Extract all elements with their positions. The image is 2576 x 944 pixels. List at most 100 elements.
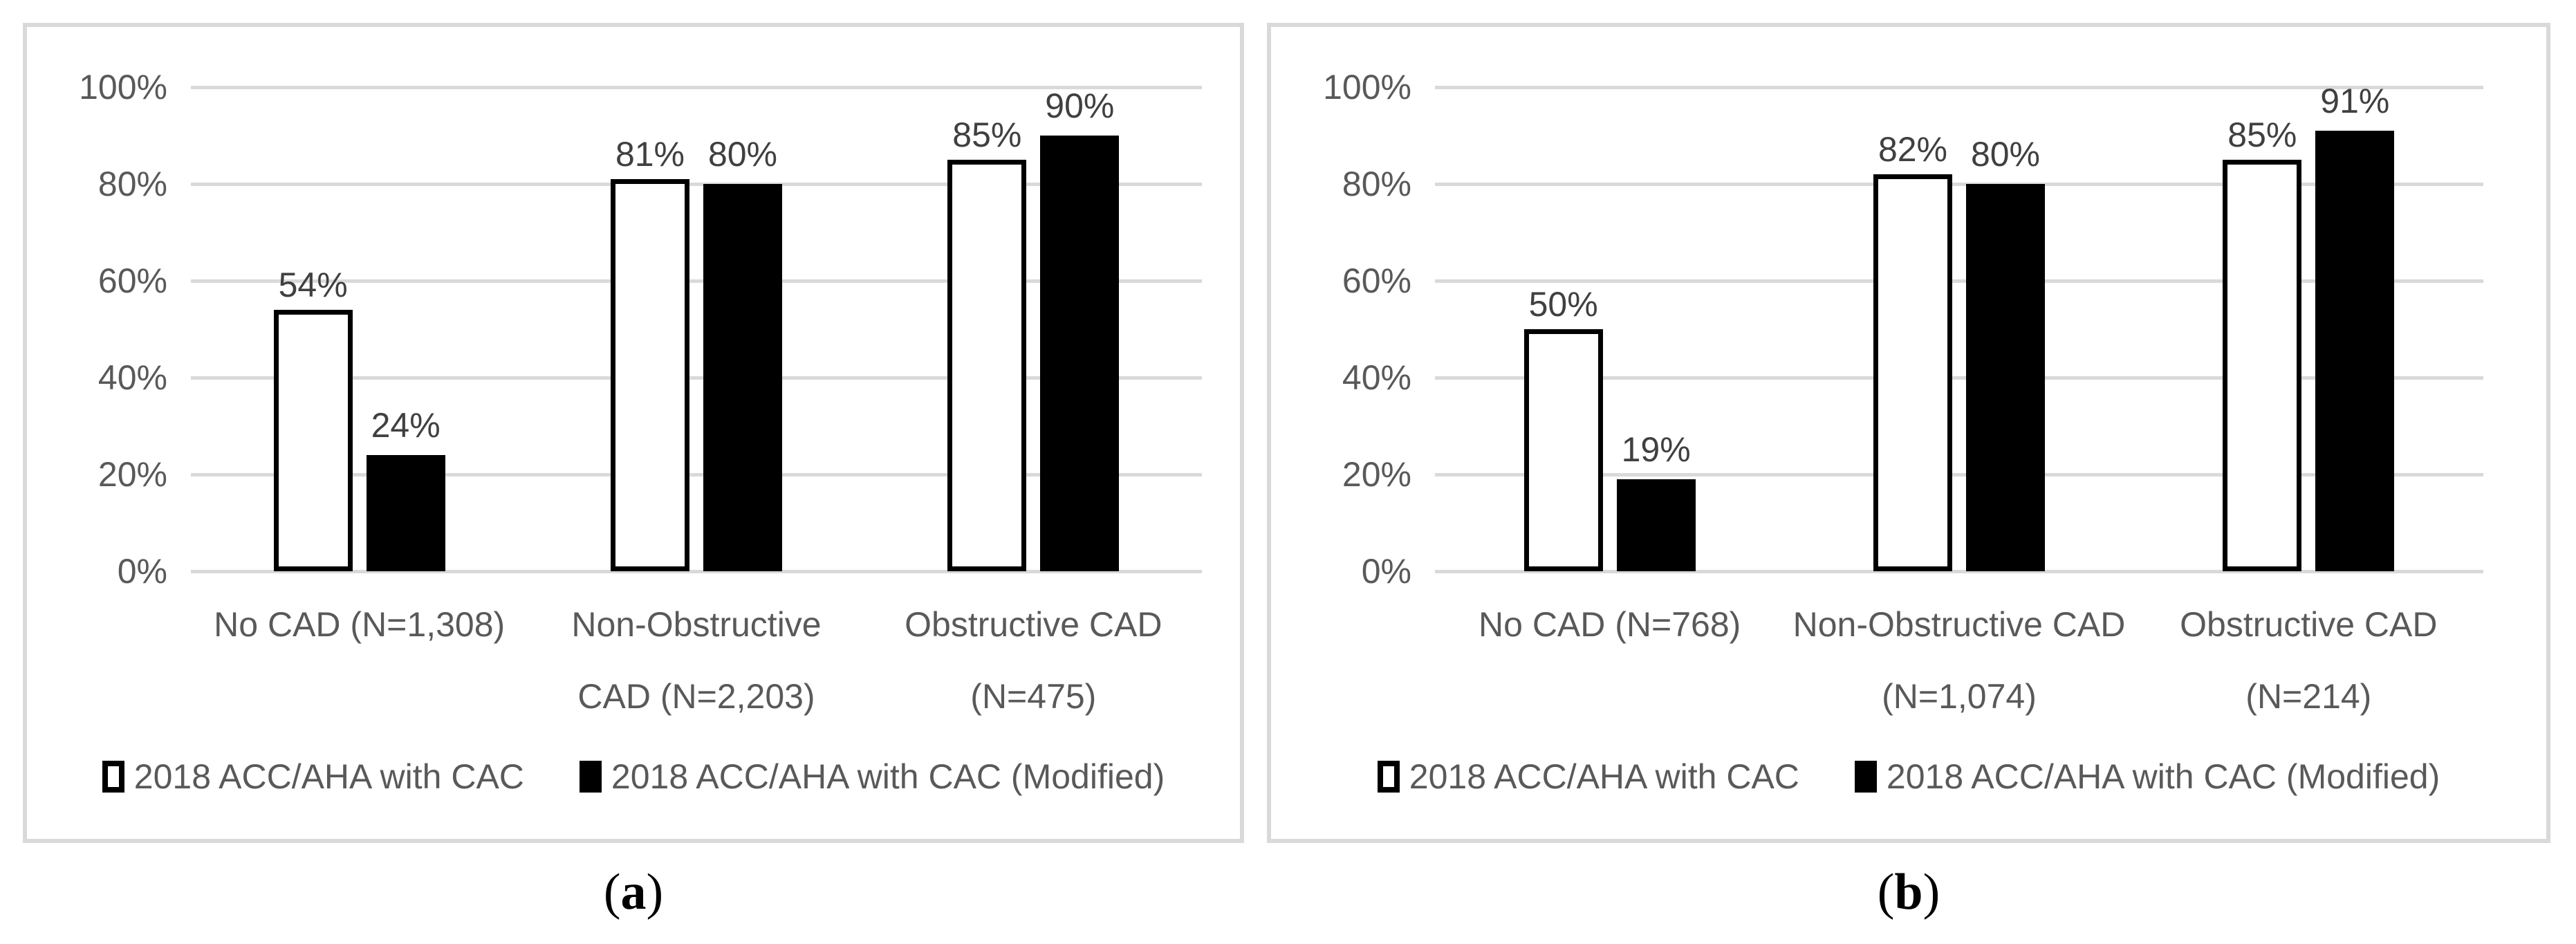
plot-area-a: 54% 24% 81% 80% 85% 90% [191,86,1202,573]
category-label-line: Obstructive CAD [2180,605,2438,644]
bar-data-label: 54% [278,266,348,304]
category-label-line: (N=214) [2245,677,2372,716]
y-axis-tick-label: 20% [1342,455,1411,494]
caption-b: (b) [1267,858,2550,934]
bar: 24% [366,406,445,571]
category-label-line: No CAD (N=768) [1479,605,1741,644]
legend-label: 2018 ACC/AHA with CAC [1409,757,1799,796]
legend-swatch-icon [1854,761,1877,793]
legend-label: 2018 ACC/AHA with CAC (Modified) [611,757,1165,796]
bar: 91% [2315,82,2395,571]
category-label: Obstructive CAD (N=475) [865,589,1202,732]
chart-panel-b: 50% 19% 82% 80% 85% 91% No CAD (N=768) Non-Obs… [1267,23,2550,843]
gridline [1435,376,2483,380]
legend-b: 2018 ACC/AHA with CAC 2018 ACC/AHA with C… [1271,757,2546,797]
bar: 54% [273,266,353,571]
caption-b-close-paren: ) [1922,864,1940,920]
bar-data-label: 90% [1045,86,1115,125]
category-label: Obstructive CAD (N=214) [2134,589,2483,732]
bar-slots: 54% 24% 81% 80% 85% 90% [191,86,1202,571]
category-label: No CAD (N=768) [1435,589,1784,732]
bar: 19% [1616,430,1696,571]
gridline [1435,86,2483,89]
category-label: Non-Obstructive CAD (N=1,074) [1784,589,2133,732]
bar: 85% [2223,115,2302,571]
bar: 80% [703,135,782,571]
bar-data-label: 81% [615,135,685,174]
legend-label: 2018 ACC/AHA with CAC (Modified) [1886,757,2440,796]
y-axis-tick-label: 100% [1323,68,1411,107]
category-label: No CAD (N=1,308) [191,589,528,732]
bar: 90% [1040,86,1120,571]
chart-panel-a: 54% 24% 81% 80% 85% 90% No CAD (N=1,308) Non-O… [23,23,1244,843]
gridline [191,376,1202,380]
category-axis-b: No CAD (N=768) Non-Obstructive CAD (N=1,07… [1435,589,2483,732]
legend-label: 2018 ACC/AHA with CAC [133,757,524,796]
legend-entry: 2018 ACC/AHA with CAC (Modified) [579,757,1165,797]
legend-entry: 2018 ACC/AHA with CAC [1377,757,1799,797]
bar-data-label: 85% [952,115,1022,154]
caption-a-open-paren: ( [603,864,621,920]
bar-data-label: 82% [1878,130,1948,169]
category-label-line: Non-Obstructive [571,605,822,644]
y-axis-tick-label: 80% [1342,165,1411,203]
category-label-line: Non-Obstructive CAD [1792,605,2126,644]
bar-data-label: 85% [2227,115,2297,154]
caption-a-letter: a [620,864,647,920]
bar-data-label: 80% [707,135,778,174]
bar-group: 50% 19% [1435,87,1784,571]
y-axis-tick-label: 100% [79,68,167,107]
gridline [1435,473,2483,476]
y-axis-tick-label: 0% [1361,552,1411,591]
caption-a-close-paren: ) [646,864,664,920]
bar-data-label: 50% [1528,285,1598,324]
category-label-line: Obstructive CAD [905,605,1162,644]
category-label-line: (N=475) [970,677,1097,716]
gridline [1435,570,2483,573]
y-axis-tick-label: 40% [1342,358,1411,397]
y-axis-tick-label: 40% [98,358,167,397]
gridline [191,473,1202,476]
bar: 81% [610,135,689,571]
y-axis-tick-label: 80% [98,165,167,203]
bar-group: 85% 91% [2134,82,2483,571]
gridline [191,183,1202,186]
category-axis-a: No CAD (N=1,308) Non-Obstructive CAD (N=2,… [191,589,1202,732]
y-axis-tick-label: 0% [117,552,167,591]
plot-area-b: 50% 19% 82% 80% 85% 91% [1435,82,2483,573]
gridline [191,279,1202,283]
category-label-line: No CAD (N=1,308) [214,605,506,644]
bar-group: 82% 80% [1784,87,2133,571]
gridline [1435,183,2483,186]
bar: 85% [947,115,1027,571]
category-label-line: (N=1,074) [1882,677,2037,716]
gridline [1435,279,2483,283]
bar-data-label: 80% [1970,135,2041,174]
bar-data-label: 24% [371,406,441,445]
legend-entry: 2018 ACC/AHA with CAC (Modified) [1854,757,2440,797]
bar-data-label: 19% [1621,430,1691,469]
bar-group: 85% 90% [865,86,1202,571]
bar-group: 54% 24% [191,87,528,571]
caption-b-letter: b [1894,864,1923,920]
y-axis-tick-label: 60% [1342,261,1411,300]
y-axis-tick-label: 60% [98,261,167,300]
bar: 80% [1965,135,2045,571]
legend-swatch-icon [579,761,602,793]
y-axis-tick-label: 20% [98,455,167,494]
bar: 82% [1873,130,1952,571]
legend-entry: 2018 ACC/AHA with CAC [102,757,524,797]
caption-a: (a) [23,858,1244,934]
legend-a: 2018 ACC/AHA with CAC 2018 ACC/AHA with C… [27,757,1240,797]
bar-slots: 50% 19% 82% 80% 85% 91% [1435,82,2483,571]
bar: 50% [1523,285,1603,571]
caption-b-open-paren: ( [1877,864,1895,920]
bar-data-label: 91% [2320,82,2390,120]
legend-swatch-icon [102,761,124,793]
category-label: Non-Obstructive CAD (N=2,203) [528,589,864,732]
gridline [191,570,1202,573]
category-label-line: CAD (N=2,203) [577,677,815,716]
bar-group: 81% 80% [528,87,864,571]
gridline [191,86,1202,89]
